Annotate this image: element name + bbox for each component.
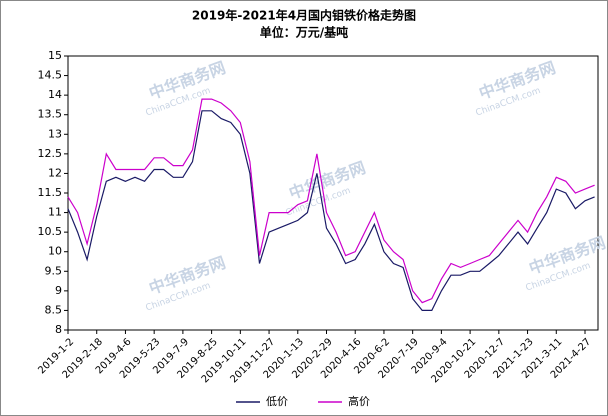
series-line xyxy=(67,110,595,311)
legend-label: 低价 xyxy=(266,395,288,408)
legend-label: 高价 xyxy=(348,394,370,408)
y-tick-label: 14 xyxy=(48,88,62,101)
y-tick-label: 9 xyxy=(55,284,62,297)
y-tick-label: 12 xyxy=(48,166,62,179)
y-tick-label: 10 xyxy=(48,245,62,258)
y-tick-label: 15 xyxy=(48,49,62,62)
y-tick-label: 13 xyxy=(48,127,62,140)
y-tick-label: 11.5 xyxy=(38,186,63,199)
y-tick-label: 11 xyxy=(48,206,62,219)
y-tick-label: 8 xyxy=(55,323,62,336)
y-tick-label: 9.5 xyxy=(45,264,63,277)
chart-subtitle: 单位：万元/基吨 xyxy=(260,25,348,40)
chart-title: 2019年-2021年4月国内钼铁价格走势图 xyxy=(192,8,416,23)
y-tick-label: 10.5 xyxy=(38,225,63,238)
plot-area xyxy=(67,55,599,331)
y-tick-label: 13.5 xyxy=(38,108,63,121)
y-tick-label: 12.5 xyxy=(38,147,63,160)
y-tick-label: 14.5 xyxy=(38,69,63,82)
y-tick-label: 8.5 xyxy=(45,303,63,316)
series-line xyxy=(67,98,595,304)
